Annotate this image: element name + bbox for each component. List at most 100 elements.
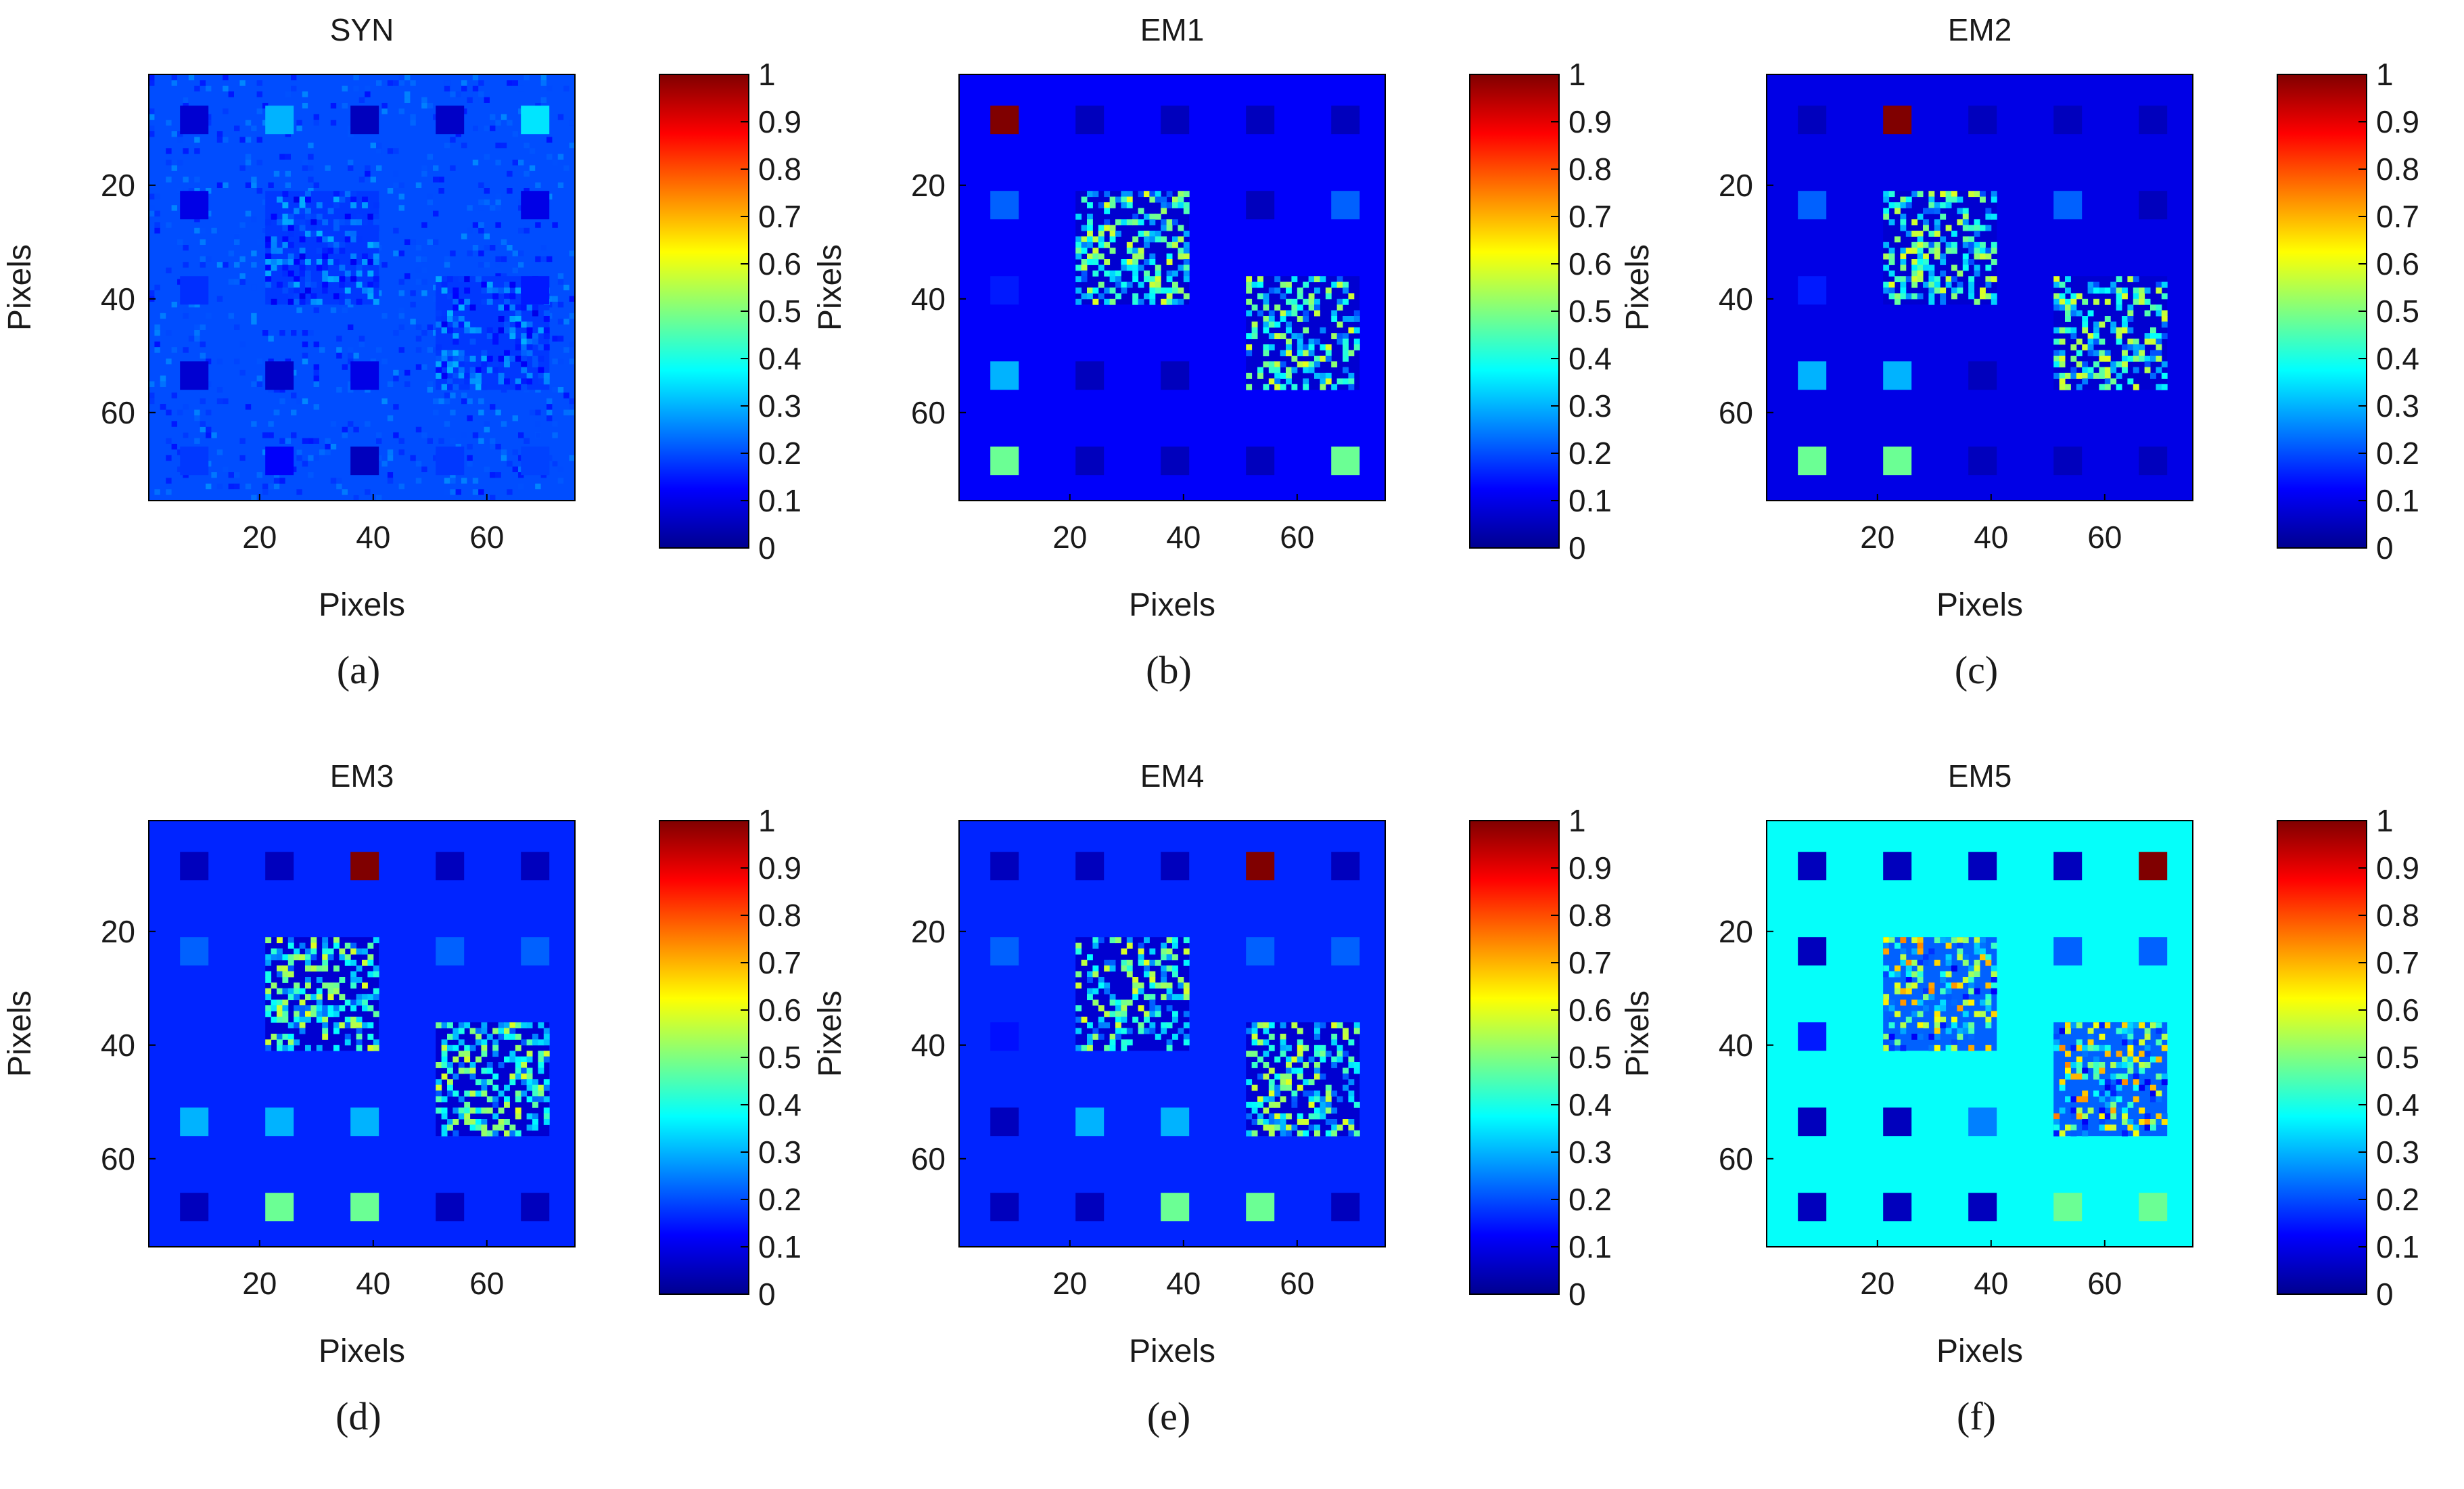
noise-pixel	[206, 483, 212, 490]
block-speckle	[1917, 971, 1924, 978]
noise-pixel	[149, 398, 155, 405]
block-speckle	[322, 265, 329, 271]
block-speckle	[1257, 310, 1263, 317]
block-speckle	[310, 231, 317, 237]
block-speckle	[282, 971, 289, 978]
noise-pixel	[398, 193, 404, 200]
noise-pixel	[194, 177, 200, 183]
block-speckle	[1132, 236, 1139, 243]
block-speckle	[1348, 1062, 1355, 1068]
block-speckle	[2139, 1068, 2145, 1074]
block-speckle	[1104, 1045, 1111, 1051]
block-speckle	[1161, 219, 1167, 226]
block-speckle	[2099, 1045, 2106, 1051]
block-speckle	[282, 1045, 289, 1051]
block-speckle	[287, 213, 294, 220]
block-speckle	[1268, 1130, 1275, 1137]
block-speckle	[447, 1022, 453, 1029]
block-speckle	[543, 1079, 550, 1086]
block-speckle	[1888, 270, 1895, 277]
block-speckle	[1308, 338, 1315, 345]
block-speckle	[2082, 1073, 2089, 1080]
colorbar	[1469, 820, 1560, 1295]
block-speckle	[1183, 988, 1190, 994]
block-speckle	[344, 288, 351, 294]
noise-pixel	[557, 387, 564, 393]
block-speckle	[532, 1113, 538, 1120]
block-speckle	[452, 355, 459, 362]
block-speckle	[299, 1005, 306, 1011]
block-speckle	[373, 213, 379, 220]
block-speckle	[1883, 1045, 1890, 1051]
block-speckle	[350, 196, 357, 203]
block-speckle	[327, 982, 334, 989]
block-speckle	[1138, 959, 1144, 966]
noise-pixel	[421, 222, 427, 228]
block-speckle	[344, 1034, 351, 1040]
noise-pixel	[398, 290, 404, 296]
noise-pixel	[296, 449, 302, 455]
block-speckle	[1257, 1073, 1263, 1080]
noise-pixel	[381, 262, 388, 268]
block-speckle	[458, 1107, 465, 1114]
block-speckle	[1183, 948, 1190, 955]
block-speckle	[1138, 1022, 1144, 1029]
block-speckle	[1331, 333, 1338, 340]
noise-pixel	[171, 131, 177, 137]
block-speckle	[1991, 196, 1997, 203]
block-speckle	[1138, 191, 1144, 198]
noise-pixel	[398, 483, 404, 490]
block-speckle	[1923, 219, 1929, 226]
block-speckle	[362, 196, 368, 203]
block-speckle	[486, 1130, 493, 1137]
block-speckle	[339, 1005, 346, 1011]
block-speckle	[504, 288, 510, 294]
block-speckle	[1974, 242, 1980, 248]
block-speckle	[441, 1113, 448, 1120]
block-speckle	[2127, 1045, 2134, 1051]
block-speckle	[1291, 1022, 1298, 1029]
block-speckle	[464, 1056, 471, 1063]
noise-pixel	[256, 188, 262, 194]
block-speckle	[1286, 367, 1292, 373]
block-speckle	[322, 959, 329, 966]
block-speckle	[310, 1011, 317, 1017]
block-speckle	[486, 333, 493, 340]
block-speckle	[1149, 1022, 1156, 1029]
block-speckle	[2070, 1124, 2077, 1131]
noise-pixel	[563, 392, 569, 398]
block-speckle	[1172, 298, 1178, 305]
block-speckle	[356, 948, 363, 955]
block-speckle	[1968, 1022, 1975, 1029]
block-speckle	[1945, 248, 1952, 254]
block-speckle	[1883, 1039, 1890, 1046]
noise-pixel	[524, 170, 530, 177]
block-speckle	[327, 954, 334, 961]
noise-pixel	[154, 210, 160, 216]
block-speckle	[2122, 367, 2128, 373]
block-speckle	[1883, 942, 1890, 949]
block-speckle	[1911, 959, 1918, 966]
noise-pixel	[313, 455, 319, 461]
block-speckle	[339, 276, 346, 283]
block-speckle	[1115, 196, 1121, 203]
block-speckle	[1126, 281, 1133, 288]
noise-pixel	[478, 91, 484, 97]
block-speckle	[305, 965, 311, 972]
block-speckle	[282, 191, 289, 198]
block-speckle	[1934, 242, 1940, 248]
block-speckle	[481, 1022, 488, 1029]
block-speckle	[282, 1016, 289, 1023]
block-speckle	[265, 937, 272, 944]
block-speckle	[436, 1096, 442, 1103]
block-speckle	[458, 1062, 465, 1068]
block-speckle	[1155, 288, 1161, 294]
block-speckle	[2122, 1028, 2128, 1034]
block-speckle	[1297, 1113, 1303, 1120]
block-speckle	[1183, 1022, 1190, 1029]
block-speckle	[2110, 1101, 2117, 1108]
block-speckle	[277, 259, 283, 265]
block-speckle	[1291, 384, 1298, 390]
block-speckle	[299, 265, 306, 271]
noise-pixel	[251, 284, 257, 291]
